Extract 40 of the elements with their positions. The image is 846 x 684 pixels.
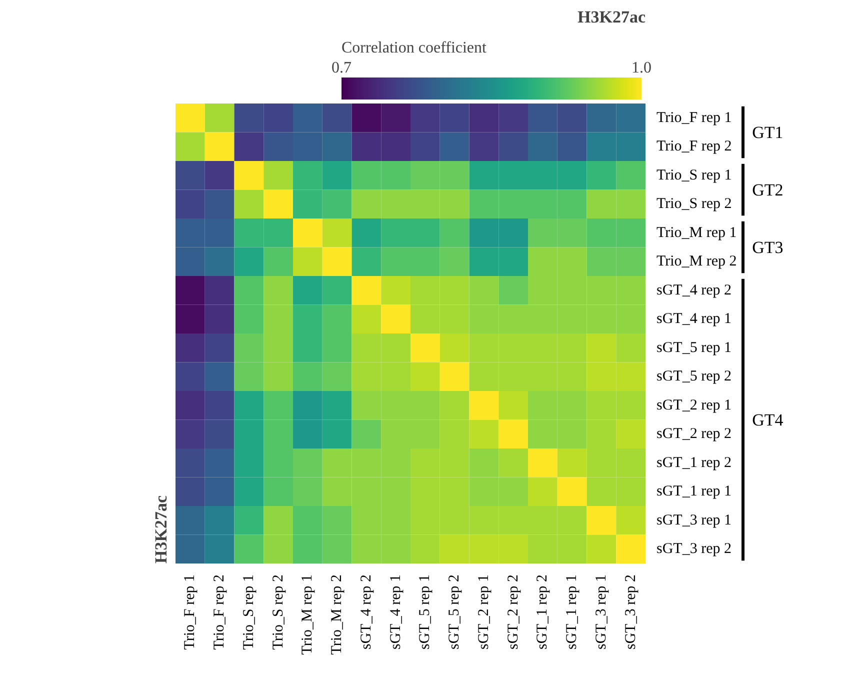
text: GT2 <box>752 180 784 200</box>
color-bar-label: 1.0 <box>632 60 652 76</box>
y-tick-label: sGT_5 rep 1 <box>656 340 732 356</box>
y-tick-label: Trio_M rep 1 <box>656 224 737 241</box>
text: H3K27ac <box>578 8 646 26</box>
x-tick-label: sGT_1 rep 1 <box>564 574 580 650</box>
x-tick-label: Trio_M rep 1 <box>300 574 316 655</box>
y-tick-label: sGT_2 rep 1 <box>656 397 732 414</box>
text: GT4 <box>752 410 784 430</box>
x-tick-label: Trio_S rep 2 <box>270 574 286 650</box>
color-bar-title: Correlation coefficient <box>342 40 488 56</box>
y-tick-label: sGT_5 rep 2 <box>656 368 732 385</box>
y-tick-label: sGT_2 rep 2 <box>656 426 732 442</box>
text: GT3 <box>752 238 784 257</box>
x-tick-label: Trio_F rep 2 <box>212 574 228 650</box>
x-tick-label: Trio_F rep 1 <box>182 574 198 650</box>
y-tick-label: Trio_S rep 2 <box>656 196 732 212</box>
x-tick-label: sGT_2 rep 2 <box>505 574 522 650</box>
y-tick-label: sGT_3 rep 2 <box>656 541 732 558</box>
x-tick-label: Trio_S rep 1 <box>240 574 257 650</box>
x-tick-label: sGT_3 rep 1 <box>593 574 610 650</box>
x-tick-label: sGT_1 rep 2 <box>534 574 551 650</box>
x-tick-label: sGT_5 rep 1 <box>417 574 434 650</box>
x-tick-label: sGT_4 rep 2 <box>358 574 374 650</box>
text: H3K27ac <box>152 495 170 564</box>
y-tick-label: sGT_4 rep 1 <box>656 311 732 328</box>
y-tick-label: sGT_3 rep 1 <box>656 512 732 528</box>
color-bar-label: 0.7 <box>332 60 352 76</box>
y-tick-label: Trio_F rep 2 <box>656 138 732 155</box>
y-tick-label: Trio_F rep 1 <box>656 110 732 126</box>
text: GT1 <box>752 122 784 142</box>
y-tick-label: Trio_M rep 2 <box>656 254 737 270</box>
y-tick-label: Trio_S rep 1 <box>656 167 732 184</box>
x-tick-label: Trio_M rep 2 <box>329 574 346 655</box>
x-tick-label: sGT_4 rep 1 <box>388 574 404 650</box>
x-tick-label: sGT_5 rep 2 <box>446 574 463 650</box>
x-tick-label: sGT_2 rep 1 <box>476 574 492 650</box>
y-tick-label: sGT_1 rep 1 <box>656 484 732 500</box>
y-tick-label: sGT_1 rep 2 <box>656 454 732 471</box>
y-tick-label: sGT_4 rep 2 <box>656 282 732 298</box>
